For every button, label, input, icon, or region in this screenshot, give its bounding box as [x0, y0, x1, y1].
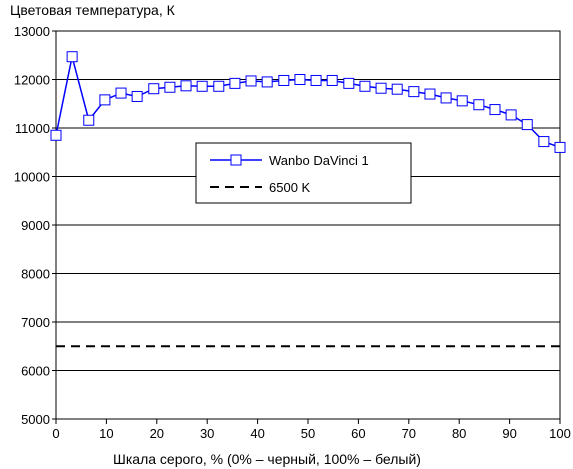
- x-tick-label: 60: [351, 426, 365, 441]
- chart-title: Цветовая температура, К: [10, 2, 176, 18]
- data-point-marker: [99, 94, 111, 106]
- data-point-marker: [521, 119, 533, 131]
- data-point-marker: [408, 86, 420, 98]
- data-point-marker: [245, 75, 257, 87]
- x-tick-label: 50: [301, 426, 315, 441]
- data-point-marker: [489, 104, 501, 116]
- data-point-marker: [310, 74, 322, 86]
- x-axis-ticks: 0 10 20 30 40 50 60 70 80 90 100: [52, 419, 571, 441]
- x-tick-label: 70: [402, 426, 416, 441]
- data-point-marker: [50, 129, 62, 141]
- data-point-marker: [294, 74, 306, 85]
- data-point-marker: [229, 77, 241, 89]
- data-point-marker: [261, 76, 273, 88]
- data-point-marker: [83, 114, 95, 126]
- data-point-marker: [343, 77, 355, 89]
- x-tick-label: 10: [99, 426, 113, 441]
- data-point-marker: [359, 80, 371, 92]
- data-point-marker: [164, 81, 176, 93]
- data-point-marker: [424, 88, 436, 100]
- data-point-marker: [131, 90, 143, 102]
- y-tick-label: 11000: [15, 121, 50, 136]
- x-tick-label: 90: [502, 426, 516, 441]
- data-point-marker: [505, 109, 517, 121]
- data-point-marker: [554, 141, 566, 153]
- x-tick-label: 100: [549, 426, 571, 441]
- x-tick-label: 40: [250, 426, 264, 441]
- data-point-marker: [148, 83, 160, 95]
- y-tick-label: 6000: [21, 364, 50, 379]
- legend: Wanbo DaVinci 1 6500 K: [195, 142, 412, 204]
- legend-marker-series-1: [230, 154, 242, 166]
- y-tick-label: 5000: [21, 412, 50, 427]
- y-tick-label: 12000: [14, 73, 50, 88]
- data-point-marker: [66, 51, 78, 63]
- y-tick-label: 9000: [21, 218, 50, 233]
- data-point-marker: [538, 136, 550, 148]
- y-tick-label: 10000: [14, 170, 50, 185]
- legend-label-series-1: Wanbo DaVinci 1: [269, 153, 369, 168]
- x-axis-label: Шкала серого, % (0% – черный, 100% – бел…: [113, 451, 421, 467]
- x-tick-label: 0: [52, 426, 59, 441]
- data-point-marker: [213, 80, 225, 92]
- data-point-marker: [278, 74, 290, 86]
- series-wanbo-line: [55, 56, 561, 149]
- y-tick-label: 7000: [21, 315, 50, 330]
- y-tick-label: 8000: [21, 267, 50, 282]
- data-point-marker: [196, 80, 208, 92]
- data-point-marker: [440, 92, 452, 104]
- y-tick-label: 13000: [14, 24, 50, 39]
- data-point-marker: [326, 74, 338, 86]
- data-point-marker: [456, 95, 468, 107]
- plot-frame: [55, 30, 561, 420]
- x-tick-label: 30: [200, 426, 214, 441]
- legend-box: [195, 142, 412, 204]
- data-point-marker: [473, 99, 485, 111]
- legend-label-series-2: 6500 K: [269, 180, 311, 195]
- data-point-marker: [180, 80, 192, 92]
- grid-lines: [56, 30, 560, 420]
- data-point-marker: [375, 82, 387, 94]
- series-layer: [50, 51, 566, 348]
- y-axis-ticks: 5000 6000 7000 8000 9000 10000 11000 12000 13000: [14, 24, 56, 427]
- data-point-marker: [391, 83, 403, 95]
- x-tick-label: 80: [452, 426, 466, 441]
- data-point-marker: [115, 87, 127, 99]
- x-tick-label: 20: [150, 426, 164, 441]
